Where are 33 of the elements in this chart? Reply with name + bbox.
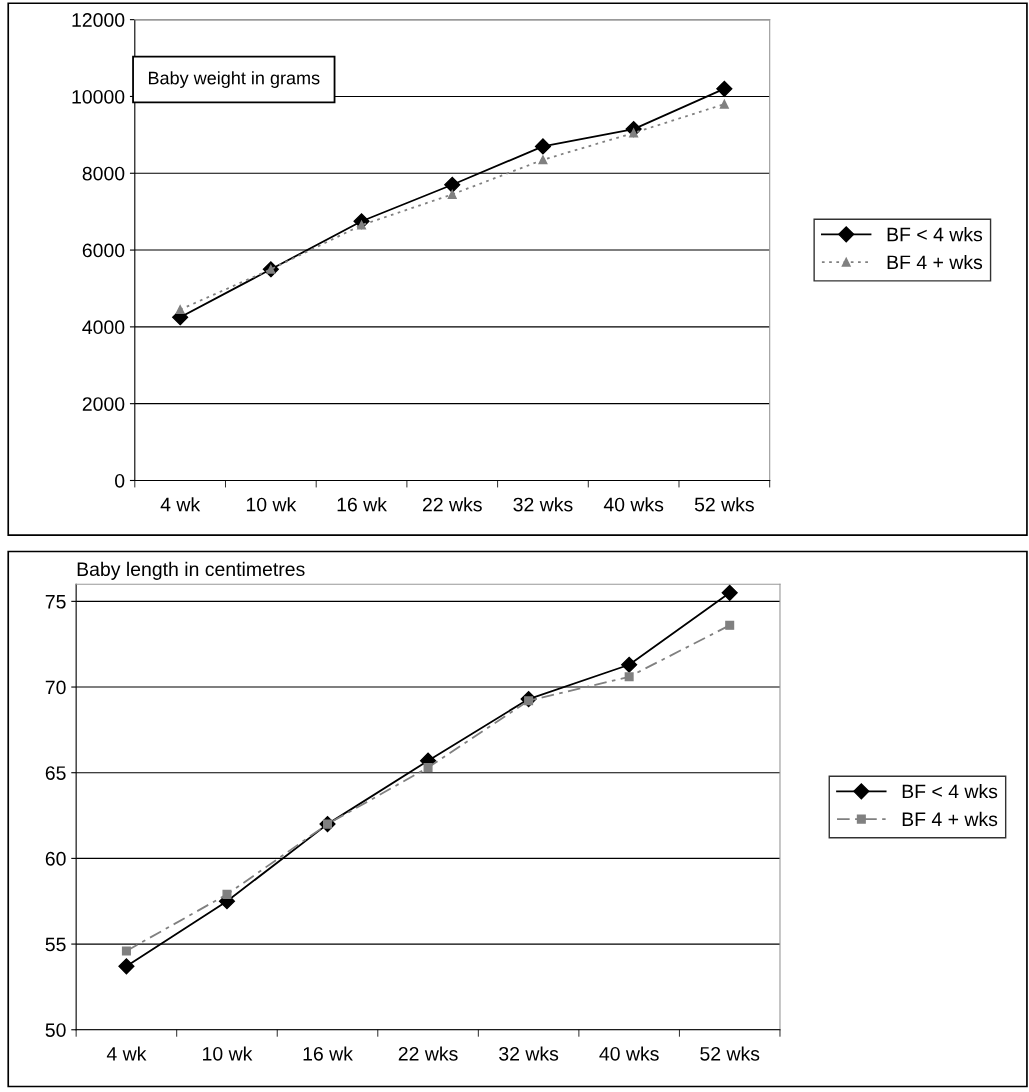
x-tick-label: 40 wks [599, 1046, 659, 1061]
x-tick-label: 32 wks [499, 1046, 559, 1061]
y-tick-label: 75 [45, 595, 66, 609]
text: Baby weight in grams [148, 71, 320, 88]
y-tick-label: 55 [45, 937, 66, 952]
x-tick-label: 22 wks [422, 497, 482, 512]
y-tick-label: 2000 [82, 397, 125, 411]
legend-label: BF < 4 wks [887, 227, 983, 242]
x-tick-label: 4 wk [106, 1046, 147, 1061]
x-tick-label: 10 wk [246, 497, 297, 512]
x-tick-label: 52 wks [694, 497, 754, 512]
x-tick-label: 52 wks [700, 1046, 760, 1061]
y-tick-label: 6000 [82, 243, 125, 258]
y-tick-label: 50 [45, 1023, 66, 1037]
y-tick-label: 70 [45, 680, 66, 695]
x-tick-label: 22 wks [398, 1046, 458, 1061]
x-tick-label: 40 wks [603, 497, 664, 512]
x-tick-label: 32 wks [513, 497, 573, 512]
x-tick-label: 4 wk [160, 497, 201, 512]
chart-title: Baby length in centimetres [77, 561, 305, 580]
x-tick-label: 10 wk [203, 1046, 253, 1061]
y-tick-label: 10000 [72, 89, 125, 104]
y-tick-label: 4000 [82, 320, 125, 335]
y-tick-label: 12000 [72, 13, 125, 27]
legend-label: BF < 4 wks [902, 784, 998, 799]
legend-label: BF 4 + wks [902, 811, 998, 827]
x-tick-label: 16 wk [303, 1046, 353, 1061]
x-tick-label: 16 wk [337, 497, 387, 512]
y-tick-label: 65 [45, 766, 66, 780]
y-tick-label: 8000 [82, 166, 125, 181]
y-tick-label: 60 [45, 851, 66, 866]
legend-label: BF 4 + wks [887, 254, 983, 270]
y-tick-label: 0 [115, 473, 125, 488]
